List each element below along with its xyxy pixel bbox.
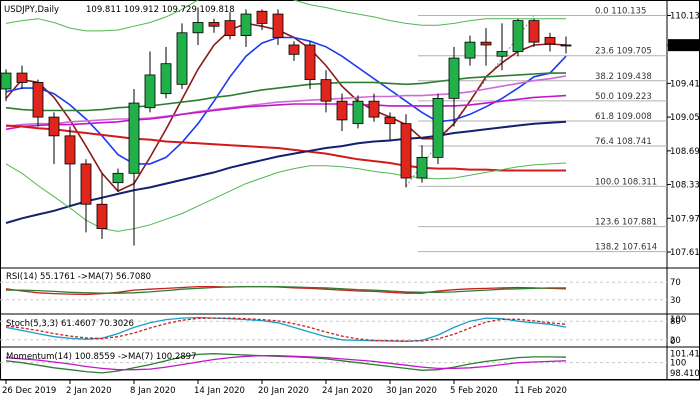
bear-candle xyxy=(272,13,284,38)
stoch-title: Stoch(5,3,3) 61.4607 70.3026 xyxy=(6,319,134,329)
bull-candle xyxy=(144,74,156,109)
rsi-tick-label: 30 xyxy=(670,296,681,306)
bear-candle xyxy=(480,41,492,46)
ma_red-line xyxy=(5,124,566,172)
stoch-tick-label: 100 xyxy=(670,315,686,325)
ma_pink-line xyxy=(5,75,567,128)
bull-candle xyxy=(448,57,460,99)
fib-level-label: 50.0 109.223 xyxy=(595,92,652,102)
fib-level-label: 0.0 110.135 xyxy=(595,6,646,16)
bear-candle xyxy=(224,20,236,37)
axis-labels: 110.135 109.818 109.410 109.050 108.690 108.3… xyxy=(2,11,700,396)
bear-candle xyxy=(64,135,76,165)
bear-candle xyxy=(544,37,556,45)
bb_band-line xyxy=(5,0,566,32)
bear-candle xyxy=(368,100,380,118)
bull-candle xyxy=(560,44,572,47)
bull-candle xyxy=(464,41,476,59)
bear-candle xyxy=(336,100,348,121)
bull-candle xyxy=(192,22,204,34)
fibonacci-levels: 0.0 110.135 23.6 109.705 38.2 109.438 50.0 … xyxy=(405,6,667,253)
time-tick-label: 26 Dec 2019 xyxy=(2,386,56,396)
bear-candle xyxy=(32,82,44,118)
fib-level-label: 38.2 109.438 xyxy=(595,72,652,82)
fib-level-label: 23.6 109.705 xyxy=(595,47,652,57)
time-tick-label: 11 Feb 2020 xyxy=(514,386,567,396)
rsi-tick-label: 70 xyxy=(670,278,681,288)
ma_brown-line xyxy=(5,22,567,193)
indicator-lines xyxy=(0,281,667,374)
ma_navy-line xyxy=(5,120,567,224)
bull-candle xyxy=(352,100,364,125)
bull-candle xyxy=(128,102,140,174)
current-price-marker xyxy=(668,39,700,52)
bull-candle xyxy=(112,172,124,184)
time-tick-label: 8 Jan 2020 xyxy=(130,386,176,396)
momentum-tick-label: 98.4107 xyxy=(670,369,700,379)
stoch-stoch_k-line xyxy=(5,316,567,343)
bear-candle xyxy=(256,10,268,24)
time-tick-label: 2 Jan 2020 xyxy=(66,386,112,396)
bull-candle xyxy=(432,97,444,158)
bull-candle xyxy=(0,72,12,90)
fib-level-label: 61.8 109.008 xyxy=(595,112,652,122)
bear-candle xyxy=(304,44,316,81)
price-tick-label: 107.610 xyxy=(670,248,700,258)
price-tick-label: 109.050 xyxy=(670,113,700,123)
bull-candle xyxy=(176,32,188,85)
time-tick-label: 24 Jan 2020 xyxy=(322,386,373,396)
rsi-rsi_ma-line xyxy=(6,285,566,294)
stoch-tick-label: 20 xyxy=(670,336,681,346)
bear-candle xyxy=(48,116,60,137)
rsi-title: RSI(14) 55.1761 ->MA(7) 56.7080 xyxy=(6,272,151,282)
bear-candle xyxy=(16,72,28,83)
bear-candle xyxy=(320,79,332,102)
symbol-label: USDJPY,Daily xyxy=(4,5,59,15)
time-tick-label: 14 Jan 2020 xyxy=(194,386,245,396)
momentum-title: Momentum(14) 100.8559 ->MA(7) 100.2897 xyxy=(6,352,196,362)
time-tick-label: 5 Feb 2020 xyxy=(450,386,498,396)
bull-candle xyxy=(496,51,508,57)
fib-level-label: 138.2 107.614 xyxy=(595,243,657,253)
bull-candle xyxy=(512,20,524,52)
bear-candle xyxy=(288,44,300,55)
time-tick-label: 30 Jan 2020 xyxy=(386,386,437,396)
ma_blue-line xyxy=(5,36,567,165)
bear-candle xyxy=(208,22,220,27)
ma_purple-line xyxy=(5,94,567,131)
current-price-label: 109.818 xyxy=(670,41,700,51)
price-tick-label: 109.410 xyxy=(670,79,700,89)
ma_green-line xyxy=(5,72,566,112)
bear-candle xyxy=(384,116,396,125)
bear-candle xyxy=(96,203,108,229)
price-tick-label: 110.135 xyxy=(670,11,700,21)
time-tick-label: 20 Jan 2020 xyxy=(258,386,309,396)
bear-candle xyxy=(528,20,540,43)
momentum-tick-label: 101.4179 xyxy=(670,350,700,360)
price-tick-label: 107.970 xyxy=(670,214,700,224)
fib-level-label: 123.6 107.881 xyxy=(595,218,657,228)
price-tick-label: 108.690 xyxy=(670,147,700,157)
bull-candle xyxy=(240,13,252,37)
panel-frames xyxy=(0,0,700,381)
bull-candle xyxy=(160,63,172,95)
bull-candle xyxy=(416,156,428,179)
momentum-tick-label: 100 xyxy=(670,359,686,369)
stoch-tick-label: 80 xyxy=(670,317,681,327)
ohlc-readout: 109.811 109.912 109.729 109.818 xyxy=(86,5,235,15)
price-tick-label: 108.330 xyxy=(670,181,700,191)
moving-average-overlays xyxy=(5,0,567,232)
momentum-mom_ma-line xyxy=(5,355,567,371)
bear-candle xyxy=(400,123,412,179)
stoch-tick-label: 0 xyxy=(670,337,675,347)
bear-candle xyxy=(80,163,92,205)
fib-level-label: 76.4 108.741 xyxy=(595,137,652,147)
candlesticks xyxy=(0,7,572,246)
fib-level-label: 100.0 108.311 xyxy=(595,177,657,187)
